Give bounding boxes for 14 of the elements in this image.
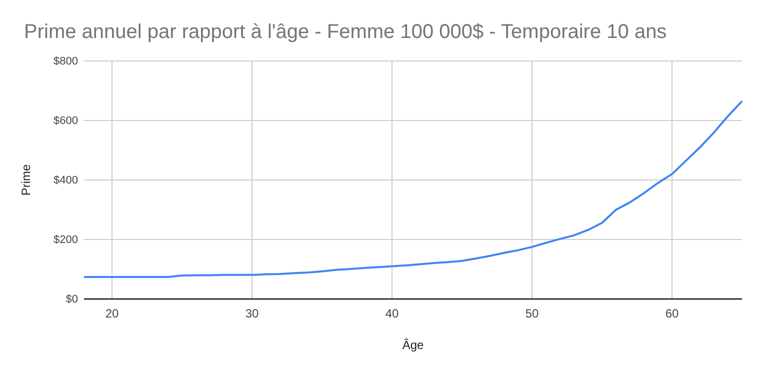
line-series xyxy=(83,100,743,278)
y-axis-title: Prime xyxy=(19,164,33,196)
y-tick-label: $600 xyxy=(54,115,78,128)
x-tick-label: 60 xyxy=(665,306,679,321)
x-tick-label: 40 xyxy=(385,306,399,321)
y-tick-label: $400 xyxy=(54,174,78,187)
chart-title: Prime annuel par rapport à l'âge - Femme 100 000$ - Temporaire 10 ans xyxy=(24,21,667,43)
y-tick-label: $0 xyxy=(66,294,78,306)
y-tick-label: $200 xyxy=(54,234,78,246)
x-tick-label: 20 xyxy=(105,306,119,321)
x-tick-label: 50 xyxy=(525,306,539,321)
y-tick-label: $800 xyxy=(54,56,78,68)
x-axis-title: Âge xyxy=(402,338,424,352)
x-tick-label: 30 xyxy=(245,306,259,321)
